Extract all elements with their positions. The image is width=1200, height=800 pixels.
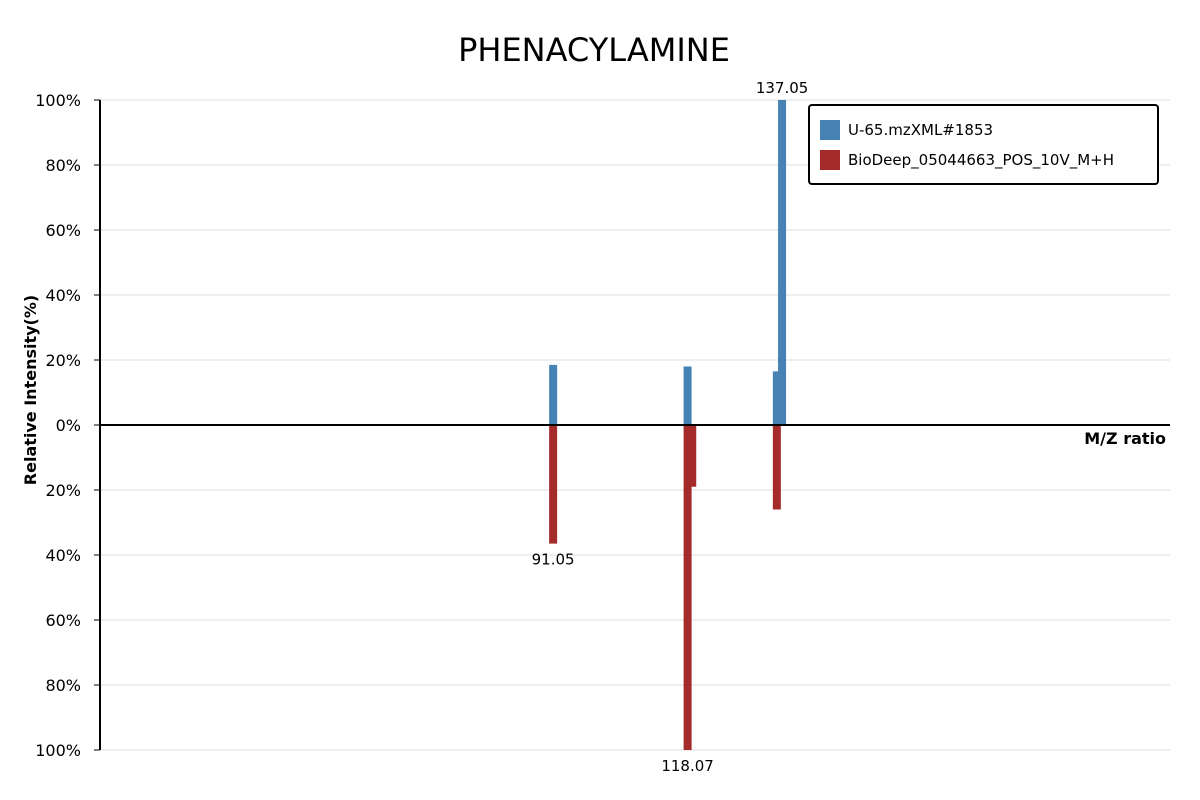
grid-lines [100, 99, 1170, 751]
reference-peak-bar [688, 425, 697, 487]
peak-bars [549, 100, 787, 750]
legend-label-biodeep: BioDeep_05044663_POS_10V_M+H [848, 151, 1114, 170]
y-tick-label: 60% [45, 611, 81, 630]
x-axis-title: M/Z ratio [1084, 429, 1166, 448]
y-tick-label: 20% [45, 481, 81, 500]
y-tick-label: 20% [45, 351, 81, 370]
peak-label: 118.07 [661, 757, 714, 775]
y-tick-label: 100% [35, 91, 81, 110]
chart-title: PHENACYLAMINE [458, 31, 730, 69]
y-tick-label: 40% [45, 546, 81, 565]
y-tick-label: 0% [56, 416, 81, 435]
y-tick-labels: 100% 80% 60% 40% 20% 0% 20% 40% 60% 80% 100% [35, 91, 100, 760]
legend-box [808, 104, 1159, 185]
y-tick-label: 100% [35, 741, 81, 760]
y-tick-label: 40% [45, 286, 81, 305]
y-axis-title: Relative Intensity(%) [21, 295, 40, 485]
legend-swatch-biodeep [820, 150, 840, 170]
y-tick-label: 60% [45, 221, 81, 240]
query-peak-bar [549, 364, 558, 425]
y-tick-label: 80% [45, 156, 81, 175]
legend: U-65.mzXML#1853 BioDeep_05044663_POS_10V… [808, 104, 1159, 185]
query-peak-bar [772, 371, 781, 425]
reference-peak-bar [772, 425, 781, 510]
peak-label: 137.05 [756, 79, 809, 97]
reference-peak-bar [549, 425, 558, 544]
legend-swatch-u65 [820, 120, 840, 140]
legend-label-u65: U-65.mzXML#1853 [848, 121, 993, 139]
reference-peak-bar [683, 425, 692, 750]
query-peak-bar [778, 100, 787, 425]
y-tick-label: 80% [45, 676, 81, 695]
query-peak-bar [683, 366, 692, 425]
peak-label: 91.05 [532, 551, 575, 569]
peak-labels: 137.05 91.05 118.07 [532, 79, 809, 775]
